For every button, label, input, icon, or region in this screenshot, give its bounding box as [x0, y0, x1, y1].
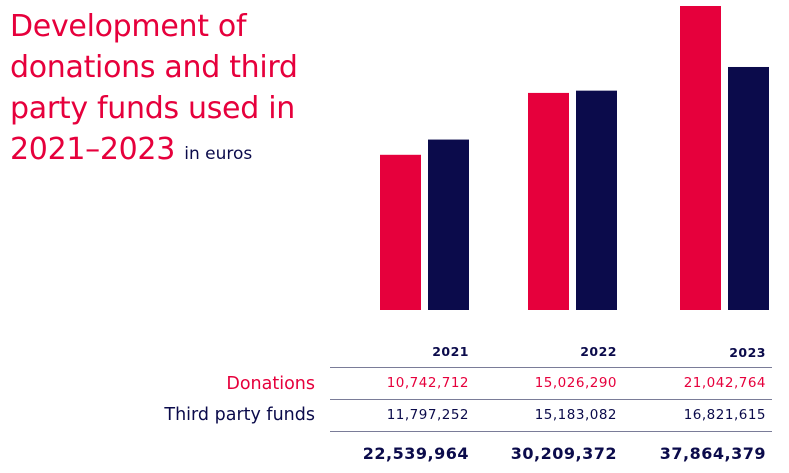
- third-party-value: 16,821,615: [683, 407, 766, 423]
- year-header: 2023: [729, 345, 766, 360]
- table-rule: [330, 399, 772, 400]
- row-label-donations: Donations: [226, 374, 315, 394]
- year-header: 2021: [432, 344, 469, 359]
- donations-value: 10,742,712: [386, 375, 469, 391]
- bar-third-party-2021: [428, 139, 469, 310]
- bar-donations-2023: [680, 6, 721, 310]
- row-label-third-party: Third party funds: [164, 405, 315, 425]
- bar-third-party-2023: [728, 66, 769, 311]
- donations-value: 21,042,764: [683, 375, 766, 391]
- bar-donations-2021: [380, 154, 421, 310]
- bar-chart: [380, 6, 769, 311]
- table-rule: [330, 431, 772, 432]
- bar-third-party-2022: [576, 90, 617, 310]
- third-party-value: 15,183,082: [534, 407, 617, 423]
- third-party-value: 11,797,252: [386, 407, 469, 423]
- title-unit: in euros: [184, 144, 253, 164]
- bar-donations-2022: [528, 92, 569, 310]
- chart-title: Development of donations and third party…: [10, 6, 330, 175]
- total-value: 22,539,964: [362, 444, 469, 463]
- total-value: 37,864,379: [659, 444, 766, 463]
- year-header: 2022: [580, 344, 617, 359]
- donations-value: 15,026,290: [534, 375, 617, 391]
- total-value: 30,209,372: [510, 444, 617, 463]
- title-main: Development of donations and third party…: [10, 9, 298, 167]
- table-rule: [330, 367, 772, 368]
